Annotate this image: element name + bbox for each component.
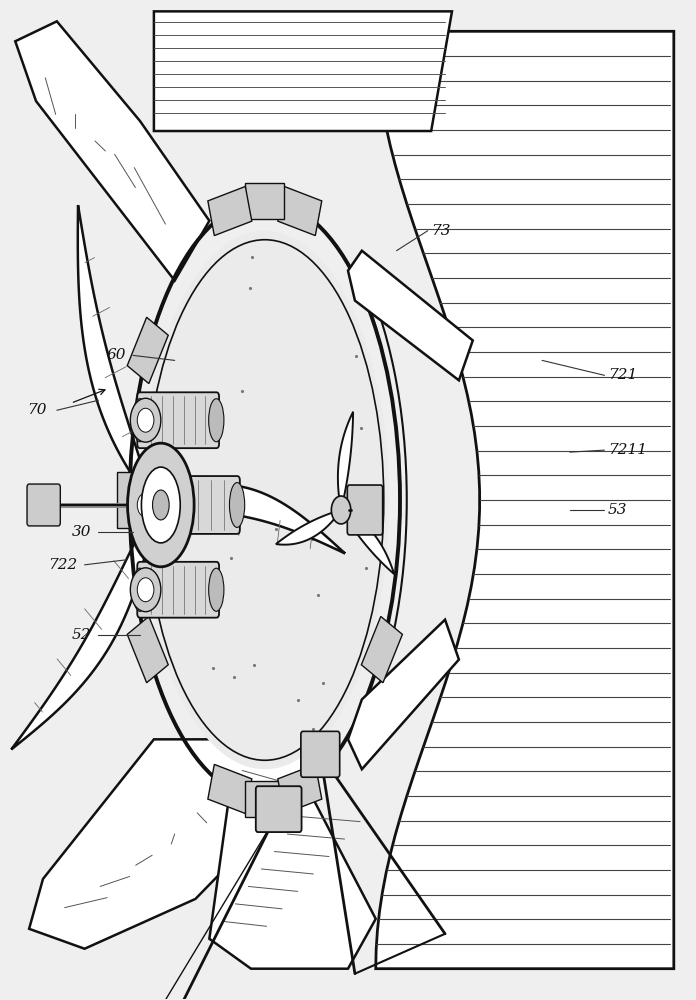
Polygon shape [208, 186, 252, 236]
Text: 52: 52 [72, 628, 91, 642]
Text: 73: 73 [432, 224, 451, 238]
Polygon shape [246, 781, 284, 817]
Ellipse shape [137, 578, 154, 602]
Text: 7211: 7211 [608, 443, 647, 457]
Polygon shape [278, 764, 322, 814]
Polygon shape [11, 505, 154, 749]
Ellipse shape [152, 490, 169, 520]
Ellipse shape [137, 493, 154, 517]
FancyBboxPatch shape [301, 731, 340, 777]
Text: 721: 721 [608, 368, 638, 382]
Polygon shape [376, 31, 674, 969]
Polygon shape [348, 620, 459, 769]
Polygon shape [154, 11, 452, 131]
Text: 722: 722 [49, 558, 78, 572]
Polygon shape [78, 205, 154, 505]
Polygon shape [361, 616, 402, 683]
Text: 30: 30 [72, 525, 91, 539]
FancyBboxPatch shape [137, 562, 219, 618]
Ellipse shape [127, 443, 194, 567]
Ellipse shape [141, 231, 389, 769]
Polygon shape [246, 183, 284, 219]
Ellipse shape [209, 399, 224, 442]
FancyBboxPatch shape [27, 484, 61, 526]
Polygon shape [117, 472, 142, 528]
FancyBboxPatch shape [137, 392, 219, 448]
Polygon shape [127, 616, 168, 683]
Ellipse shape [132, 399, 148, 442]
Ellipse shape [132, 568, 148, 611]
Polygon shape [15, 21, 209, 281]
Text: 60: 60 [106, 348, 126, 362]
Polygon shape [348, 251, 473, 380]
Ellipse shape [331, 496, 351, 524]
Ellipse shape [130, 568, 161, 612]
Ellipse shape [230, 483, 245, 527]
Ellipse shape [130, 483, 161, 527]
FancyBboxPatch shape [144, 476, 240, 534]
Ellipse shape [139, 483, 155, 527]
Polygon shape [278, 186, 322, 236]
Polygon shape [209, 789, 376, 969]
Polygon shape [29, 739, 313, 949]
Polygon shape [276, 510, 341, 545]
FancyBboxPatch shape [347, 485, 383, 535]
Polygon shape [208, 764, 252, 814]
Polygon shape [154, 485, 345, 553]
Ellipse shape [137, 408, 154, 432]
Ellipse shape [130, 398, 161, 442]
Ellipse shape [141, 467, 180, 543]
Ellipse shape [209, 568, 224, 611]
Polygon shape [338, 412, 353, 510]
Polygon shape [127, 317, 168, 384]
Text: 70: 70 [27, 403, 47, 417]
Text: 53: 53 [608, 503, 628, 517]
Polygon shape [341, 510, 394, 574]
FancyBboxPatch shape [256, 786, 301, 832]
